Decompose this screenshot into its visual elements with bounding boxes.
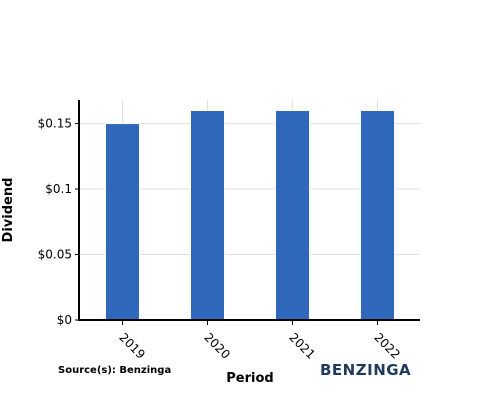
source-label: Source(s): Benzinga xyxy=(58,365,171,376)
x-tick-label: 2021 xyxy=(286,330,317,361)
x-axis-title: Period xyxy=(226,371,273,386)
brand-logo: BENZINGA xyxy=(320,361,411,379)
y-tick-labels: $0 $0.05 $0.1 $0.15 xyxy=(38,117,80,327)
x-tick-labels: 2019 2020 2021 2022 xyxy=(116,320,403,362)
axes xyxy=(78,100,420,321)
bars xyxy=(105,109,395,321)
x-tick-label: 2019 xyxy=(116,330,147,361)
bar-2021 xyxy=(275,109,310,321)
bar-2022 xyxy=(360,109,395,321)
y-axis-title: Dividend xyxy=(1,178,16,243)
bar-2020 xyxy=(190,109,225,321)
y-tick-label: $0.15 xyxy=(38,117,72,131)
bar-2019 xyxy=(105,123,140,321)
y-tick-label: $0 xyxy=(57,313,72,327)
x-tick-label: 2022 xyxy=(371,330,402,361)
x-tick-label: 2020 xyxy=(201,330,232,361)
y-tick-label: $0.1 xyxy=(45,182,72,196)
y-tick-label: $0.05 xyxy=(38,248,72,262)
